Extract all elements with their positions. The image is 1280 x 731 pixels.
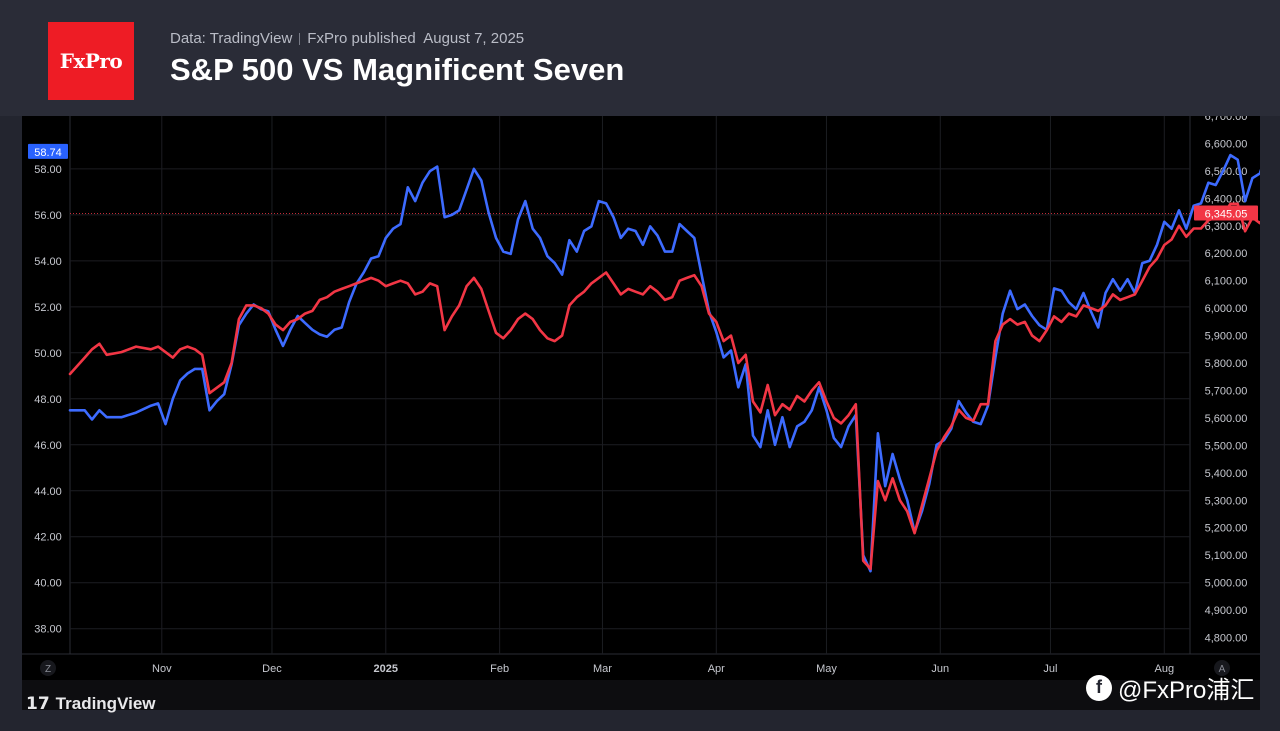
sp500-line: [68, 202, 1269, 571]
right-tick-label: 5,000.00: [1205, 578, 1248, 590]
right-current-badge: [1194, 205, 1258, 221]
data-source: Data: TradingView: [170, 30, 293, 47]
x-tick-label: Jun: [931, 663, 949, 675]
left-current-badge: [28, 143, 68, 159]
right-tick-label: 6,500.00: [1205, 166, 1248, 178]
x-tick-label: May: [816, 663, 837, 675]
right-tick-label: 6,700.00: [1205, 116, 1248, 123]
tradingview-bar: [22, 680, 1260, 710]
right-tick-label: 5,600.00: [1205, 413, 1248, 425]
corner-z-label: Z: [45, 664, 51, 675]
left-tick-label: 52.00: [34, 302, 62, 314]
line-chart: 58.00 56.00 54.00 52.00 50.00 48.00 46.00 44.00…: [22, 111, 1269, 676]
right-tick-label: 5,900.00: [1205, 331, 1248, 343]
corner-a-label: A: [1219, 664, 1226, 675]
left-tick-label: 58.00: [34, 164, 62, 176]
publication-info: Data: TradingView FxPro published August …: [170, 30, 524, 47]
right-tick-label: 6,400.00: [1205, 193, 1248, 205]
watermark: f @FxPro浦汇: [1086, 670, 1254, 705]
left-current-label: 58.74: [34, 147, 62, 159]
right-tick-label: 5,300.00: [1205, 495, 1248, 507]
header-bar: FxPro Data: TradingView FxPro published A…: [0, 0, 1280, 116]
right-tick-label: 5,200.00: [1205, 523, 1248, 535]
left-tick-label: 46.00: [34, 440, 62, 452]
right-tick-label: 6,300.00: [1205, 221, 1248, 233]
x-tick-label: Feb: [490, 663, 509, 675]
right-tick-label: 6,100.00: [1205, 276, 1248, 288]
right-tick-label: 4,800.00: [1205, 633, 1248, 645]
corner-a-badge: [1214, 660, 1230, 676]
x-tick-label: Jul: [1043, 663, 1057, 675]
chart-area: 58.00 56.00 54.00 52.00 50.00 48.00 46.00 44.00…: [22, 111, 1269, 710]
left-tick-label: 50.00: [34, 348, 62, 360]
right-tick-label: 6,200.00: [1205, 248, 1248, 260]
right-tick-label: 6,600.00: [1205, 138, 1248, 150]
x-tick-label: Mar: [593, 663, 612, 675]
left-tick-label: 44.00: [34, 486, 62, 498]
right-tick-label: 5,400.00: [1205, 468, 1248, 480]
left-tick-label: 42.00: [34, 532, 62, 544]
x-tick-label: 2025: [374, 663, 398, 675]
tradingview-logo: 17 TradingView: [26, 694, 156, 714]
fxpro-logo: FxPro: [48, 22, 134, 100]
right-tick-label: 5,700.00: [1205, 385, 1248, 397]
x-tick-label: Aug: [1155, 663, 1175, 675]
x-tick-label: Apr: [708, 663, 725, 675]
right-current-label: 6,345.05: [1205, 208, 1248, 220]
page-title: S&P 500 VS Magnificent Seven: [170, 52, 625, 87]
right-tick-label: 5,800.00: [1205, 358, 1248, 370]
right-tick-label: 5,100.00: [1205, 550, 1248, 562]
separator: [299, 33, 301, 46]
publisher: FxPro published: [307, 30, 416, 47]
left-tick-label: 40.00: [34, 578, 62, 590]
x-tick-label: Nov: [152, 663, 172, 675]
x-tick-label: Dec: [262, 663, 282, 675]
publish-date: August 7, 2025: [423, 30, 525, 47]
right-tick-label: 6,000.00: [1205, 303, 1248, 315]
facebook-icon: f: [1086, 674, 1112, 701]
left-tick-label: 56.00: [34, 210, 62, 222]
left-tick-label: 48.00: [34, 394, 62, 406]
left-tick-label: 38.00: [34, 624, 62, 636]
corner-z-badge: [40, 660, 56, 676]
magnificent-seven-line: [68, 150, 1269, 573]
left-tick-label: 54.00: [34, 256, 62, 268]
right-tick-label: 5,500.00: [1205, 440, 1248, 452]
right-tick-label: 4,900.00: [1205, 605, 1248, 617]
